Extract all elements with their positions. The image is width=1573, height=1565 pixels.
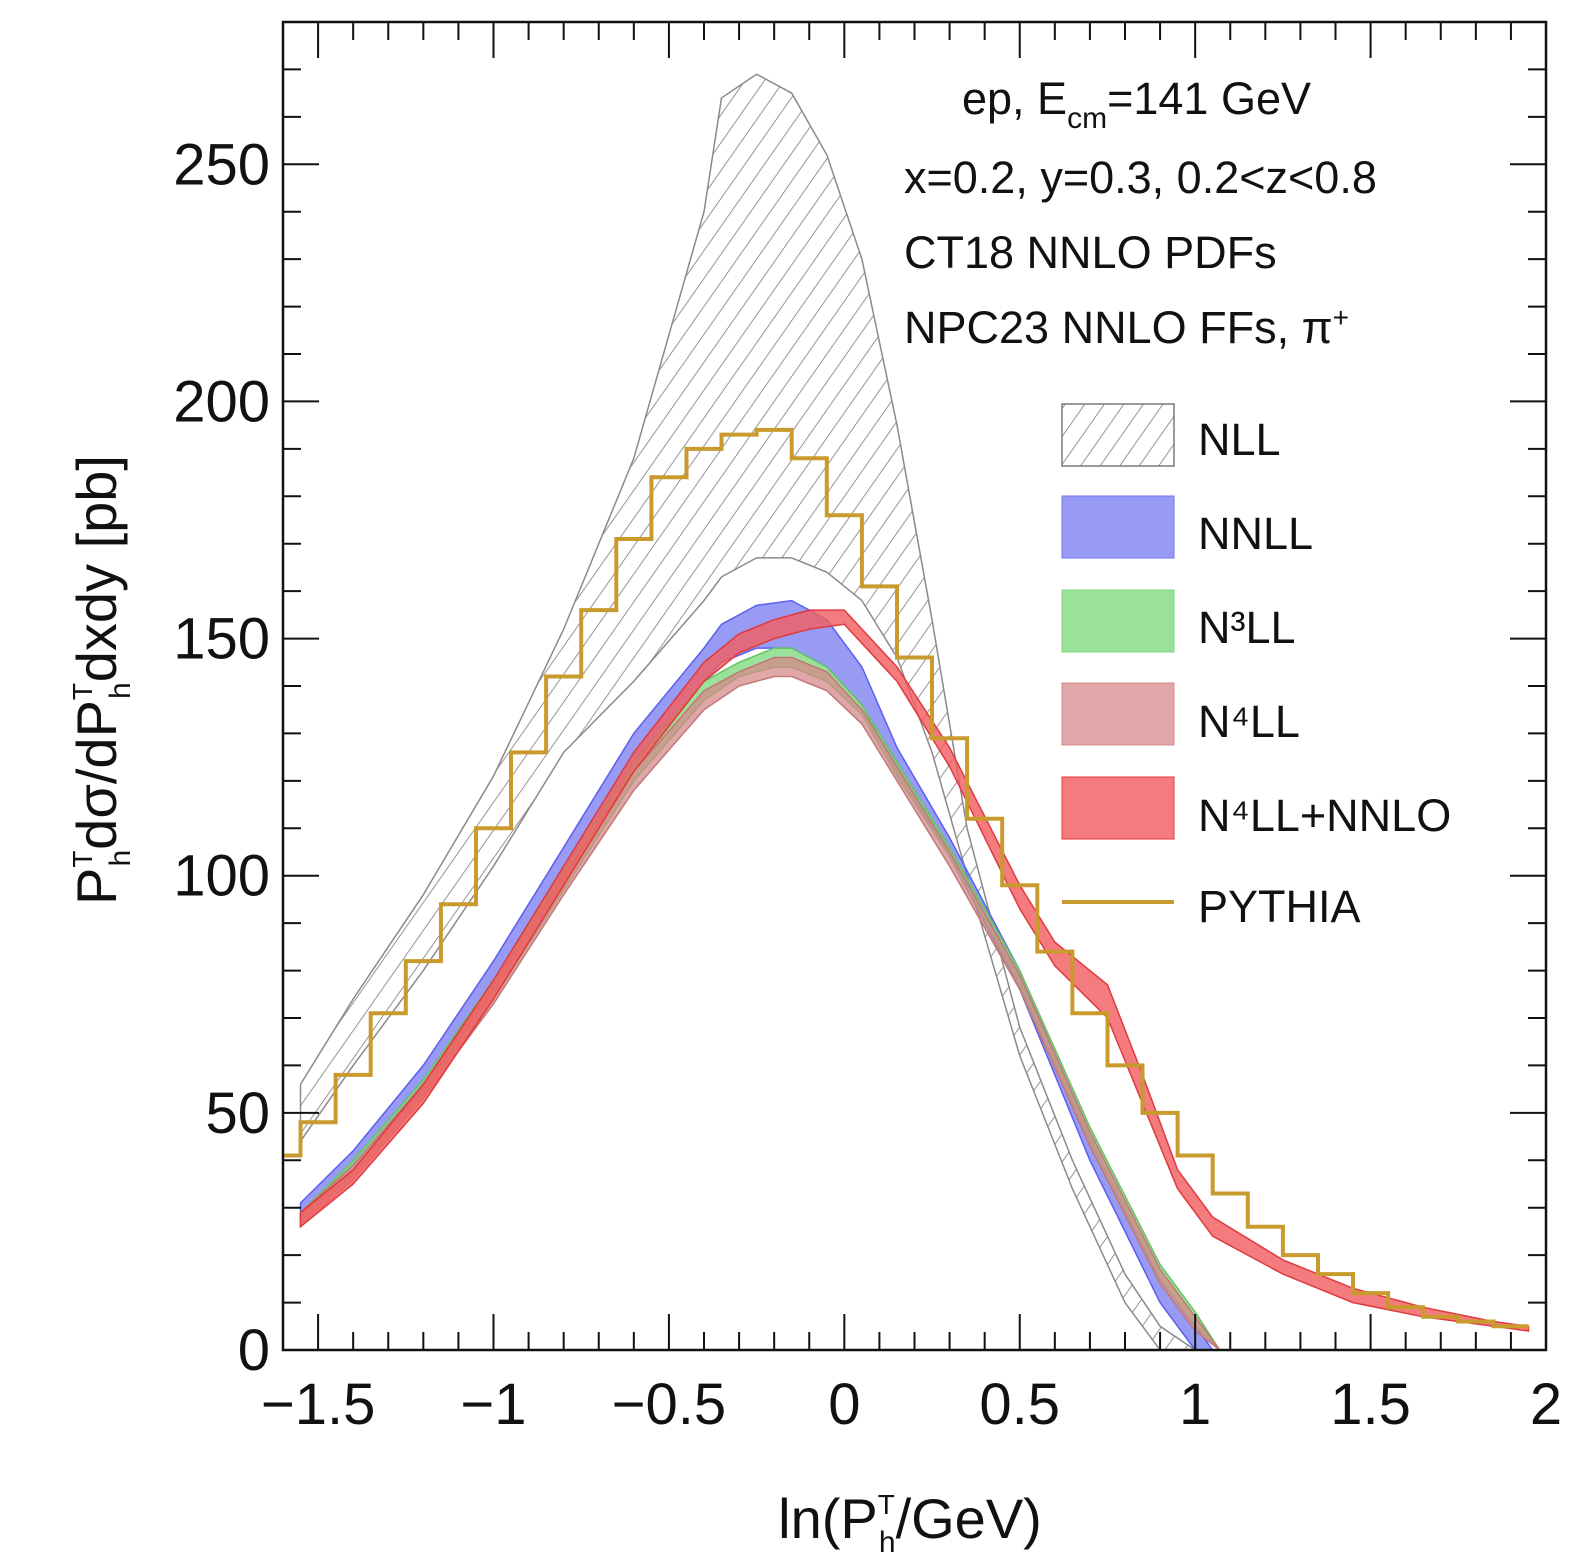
series-n3ll-band [299,647,1221,1350]
legend-swatch-n4ll-nnlo [1061,776,1175,840]
x-tick-label: 0 [828,1372,860,1437]
annotation-block: ep, Ecm=141 GeV x=0.2, y=0.3, 0.2<z<0.8 … [904,73,1377,353]
y-tick-label: 150 [173,607,270,672]
legend: NLL NNLL N³LL N⁴LL N⁴LL+NNLO PYTHIA [1061,403,1451,932]
y-tick-label: 200 [173,369,270,434]
series-layer [283,73,1530,1350]
y-tick-label: 0 [238,1318,270,1383]
x-tick-label: 2 [1530,1372,1562,1437]
y-axis-title: PT hdσ/dPT hdxdy [pb] [65,455,137,905]
x-tick-label: 1.5 [1330,1372,1411,1437]
legend-label-n3ll: N³LL [1198,602,1296,653]
x-tick-label: −1 [460,1372,526,1437]
annotation-kinematics: x=0.2, y=0.3, 0.2<z<0.8 [904,152,1377,203]
legend-swatch-n3ll [1061,589,1175,653]
annotation-energy: ep, Ecm=141 GeV [962,73,1311,135]
axes-layer: −1.5 −1 −0.5 0 0.5 1 1.5 2 0 50 100 150 200 250 [173,20,1562,1437]
legend-label-pythia: PYTHIA [1198,881,1361,932]
series-n4ll-band [299,656,1221,1350]
series-nll-band [299,73,1197,1350]
legend-label-n4ll-nnlo: N⁴LL+NNLO [1198,790,1451,841]
annotation-ffs: NPC23 NNLO FFs, π+ [904,302,1349,353]
legend-swatch-nnll [1061,495,1175,559]
legend-label-nll: NLL [1198,414,1281,465]
x-tick-label: −0.5 [612,1372,727,1437]
legend-label-n4ll: N⁴LL [1198,696,1300,747]
y-tick-label: 50 [205,1081,270,1146]
y-tick-label: 100 [173,844,270,909]
y-tick-label: 250 [173,132,270,197]
x-axis-title: ln(PT h/GeV) [778,1487,1042,1559]
x-tick-label: 1 [1179,1372,1211,1437]
legend-swatch-n4ll [1061,682,1175,746]
series-pythia-step-line [283,427,1529,1329]
x-tick-label: −1.5 [261,1372,376,1437]
legend-swatch-nll [1061,403,1175,467]
series-n4ll-nnlo-band [299,609,1530,1332]
x-tick-label: 0.5 [979,1372,1060,1437]
annotation-pdfs: CT18 NNLO PDFs [904,227,1277,278]
legend-label-nnll: NNLL [1198,508,1313,559]
